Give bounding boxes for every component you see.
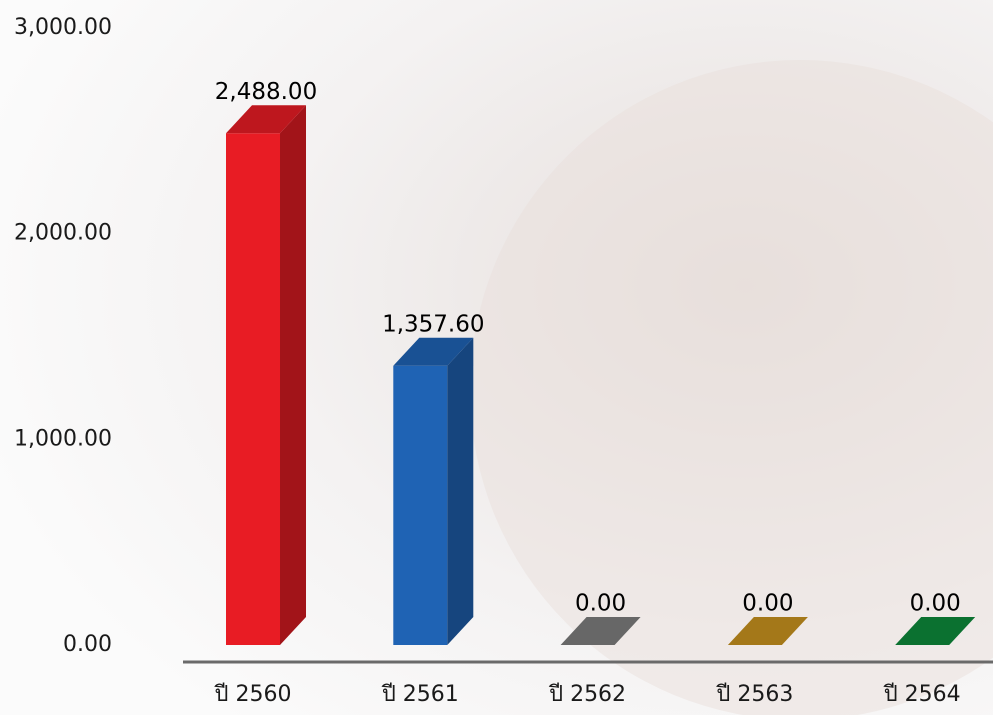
value-label: 0.00	[575, 591, 626, 617]
bar-top	[895, 617, 976, 645]
y-tick-label: 2,000.00	[14, 221, 112, 246]
value-label: 0.00	[742, 591, 793, 617]
bar-top	[560, 617, 641, 645]
bar-top	[727, 617, 808, 645]
bar-front	[393, 365, 448, 645]
x-tick-label: ปี 2564	[883, 682, 961, 707]
value-label: 2,488.00	[215, 79, 317, 105]
bar-side	[280, 105, 306, 645]
y-tick-label: 3,000.00	[14, 15, 112, 40]
bar-top	[393, 337, 474, 366]
value-label: 1,357.60	[382, 311, 484, 337]
x-tick-label: ปี 2562	[548, 682, 626, 707]
bar-top	[226, 105, 306, 134]
bar	[226, 105, 306, 645]
bar	[727, 617, 808, 645]
value-label: 0.00	[910, 591, 961, 617]
x-tick-label: ปี 2560	[213, 682, 291, 707]
bar	[393, 337, 474, 645]
x-tick-label: ปี 2563	[715, 682, 793, 707]
bar	[560, 617, 641, 645]
bar-side	[447, 337, 474, 645]
bar-front	[226, 133, 280, 645]
globe-decoration	[470, 60, 993, 715]
y-tick-label: 1,000.00	[14, 426, 112, 451]
bar	[895, 617, 976, 645]
y-tick-label: 0.00	[63, 632, 112, 657]
x-tick-label: ปี 2561	[381, 682, 459, 707]
